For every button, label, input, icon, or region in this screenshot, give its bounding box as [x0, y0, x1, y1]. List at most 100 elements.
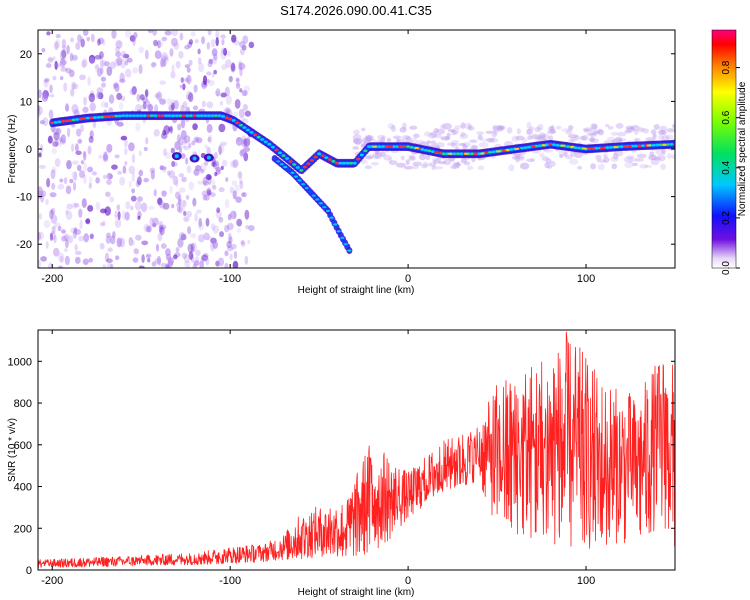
noise-speck [568, 124, 574, 131]
noise-speck [186, 74, 192, 85]
noise-speck [73, 227, 78, 233]
noise-speck [103, 174, 107, 180]
colorbar: 0.0 0.2 0.4 0.6 0.8 Normalized spectral ampl… [711, 29, 748, 275]
snr-y-label: SNR (10 * v/v) [7, 418, 18, 482]
noise-speck [650, 129, 657, 135]
noise-speck [630, 124, 640, 131]
noise-speck [145, 254, 150, 262]
ridge-core [279, 163, 284, 166]
noise-speck [114, 255, 120, 261]
snr-marks [38, 331, 675, 568]
ridge-core [92, 116, 97, 119]
noise-speck [235, 136, 243, 146]
noise-speck [583, 128, 590, 132]
noise-speck [50, 214, 58, 224]
noise-speck [452, 162, 462, 167]
noise-speck [71, 202, 78, 210]
noise-speck [52, 56, 56, 61]
noise-speck [237, 171, 243, 179]
noise-speck [168, 170, 176, 179]
noise-speck [210, 223, 216, 231]
noise-speck [666, 128, 675, 133]
noise-speck [657, 134, 664, 140]
ridge-core [381, 145, 386, 148]
noise-speck [163, 148, 168, 156]
noise-speck [57, 225, 62, 232]
noise-speck [157, 232, 163, 242]
noise-speck [597, 129, 605, 136]
noise-speck [52, 141, 59, 148]
snr-y-ticks: 0 200 400 600 800 1000 [8, 356, 675, 577]
noise-speck [190, 253, 195, 263]
noise-speck [61, 49, 67, 59]
noise-speck [140, 104, 145, 110]
noise-speck [99, 208, 107, 214]
noise-speck [132, 257, 139, 263]
noise-speck [226, 240, 232, 249]
spectrogram-x-ticks: -200 -100 0 100 [41, 30, 595, 285]
noise-speck [180, 77, 185, 84]
noise-speck [420, 163, 428, 169]
ridge-core [665, 143, 670, 146]
noise-speck [221, 38, 225, 46]
noise-speck [216, 207, 221, 214]
noise-speck [617, 131, 627, 137]
ridge-core [50, 121, 55, 125]
noise-speck [171, 102, 175, 112]
noise-speck [215, 260, 220, 267]
noise-speck [204, 194, 210, 201]
noise-speck [447, 129, 456, 133]
noise-speck [215, 90, 221, 97]
noise-speck [223, 47, 228, 56]
noise-speck [175, 191, 181, 200]
noise-speck [456, 161, 461, 169]
noise-speck [543, 149, 554, 153]
y-tick-label: 600 [14, 440, 32, 452]
noise-speck [546, 129, 556, 135]
noise-speck [190, 31, 196, 37]
noise-speck [204, 144, 208, 150]
noise-speck [467, 124, 473, 131]
ridge-core [544, 143, 549, 147]
noise-speck [591, 123, 598, 130]
noise-speck [185, 157, 189, 165]
noise-speck [63, 177, 68, 185]
noise-speck [241, 192, 246, 198]
noise-speck [69, 37, 75, 43]
noise-speck [434, 128, 445, 136]
noise-speck [61, 38, 67, 48]
ridge-core [338, 161, 343, 165]
noise-speck [576, 165, 583, 170]
ridge-core [406, 145, 411, 148]
noise-speck [201, 190, 209, 197]
noise-speck [419, 153, 426, 161]
noise-speck [201, 254, 209, 262]
noise-speck [48, 109, 54, 120]
noise-speck [215, 166, 222, 172]
noise-speck [160, 133, 168, 140]
noise-speck [129, 88, 137, 96]
ridge-core [301, 183, 306, 186]
noise-speck [167, 126, 173, 132]
noise-speck [225, 177, 229, 182]
noise-speck [124, 60, 129, 66]
noise-speck [207, 30, 212, 36]
ridge-core [527, 145, 532, 149]
noise-speck [55, 33, 61, 39]
noise-speck [71, 103, 79, 114]
noise-speck [131, 171, 136, 182]
noise-speck [630, 157, 638, 162]
ridge-core [213, 114, 218, 118]
noise-speck [42, 117, 49, 127]
noise-speck [52, 75, 57, 81]
ridge-core [235, 121, 240, 125]
noise-speck [82, 150, 86, 157]
noise-speck [75, 143, 79, 153]
spectrogram-x-label: Height of straight line (km) [298, 285, 415, 296]
noise-speck [198, 217, 203, 228]
noise-speck [548, 126, 555, 132]
noise-speck [177, 194, 182, 203]
noise-speck [114, 218, 122, 229]
ridge-core [591, 147, 596, 150]
